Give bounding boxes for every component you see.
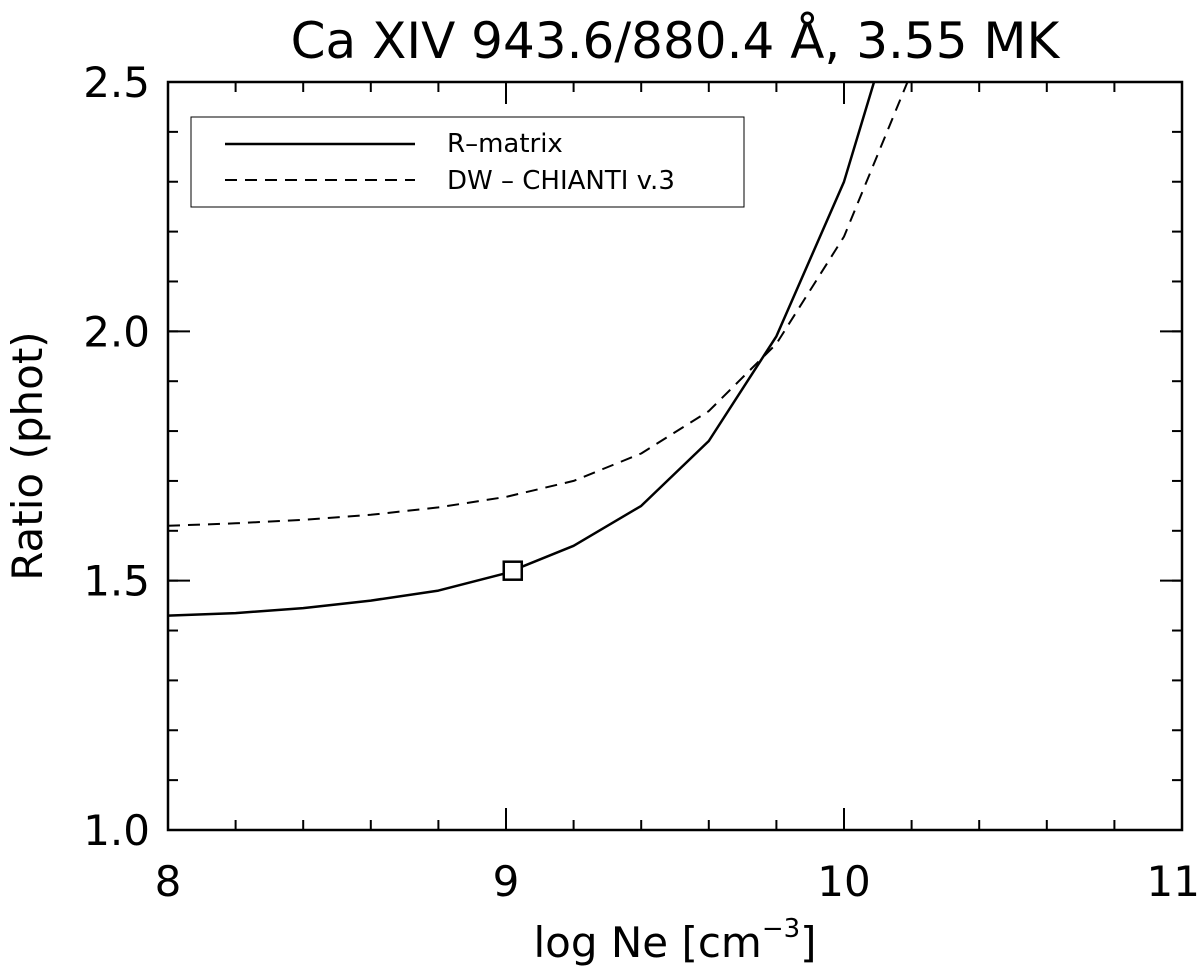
series-line-dw-chianti (168, 82, 909, 527)
y-tick-label: 1.0 (83, 806, 150, 855)
series-lines (168, 82, 909, 617)
y-axis-label: Ratio (phot) (3, 331, 52, 580)
legend-label-r-matrix: R–matrix (447, 129, 563, 159)
x-tick-label: 10 (817, 857, 870, 906)
x-tick-label: 9 (493, 857, 520, 906)
y-tick-label: 2.0 (83, 307, 150, 356)
axis-ticks: 8 9 10 11 1.0 1.5 2.0 2.5 (83, 58, 1200, 906)
x-axis-label-exponent: −3 (762, 914, 800, 944)
x-tick-label: 8 (155, 857, 182, 906)
x-tick-label: 11 (1147, 857, 1200, 906)
y-tick-label: 2.5 (83, 58, 150, 107)
legend-box (190, 116, 745, 208)
x-axis-label: log Ne [cm−3] (533, 914, 816, 967)
chart-title: Ca XIV 943.6/880.4 Å, 3.55 MK (291, 12, 1061, 70)
y-tick-label: 1.5 (83, 557, 150, 606)
legend-label-dw-chianti: DW – CHIANTI v.3 (447, 166, 675, 196)
marker-layer (502, 560, 524, 581)
data-marker-square (502, 560, 524, 581)
plot-frame (166, 80, 1184, 832)
legend: R–matrix DW – CHIANTI v.3 (190, 116, 745, 208)
series-line-r-matrix (168, 82, 876, 617)
